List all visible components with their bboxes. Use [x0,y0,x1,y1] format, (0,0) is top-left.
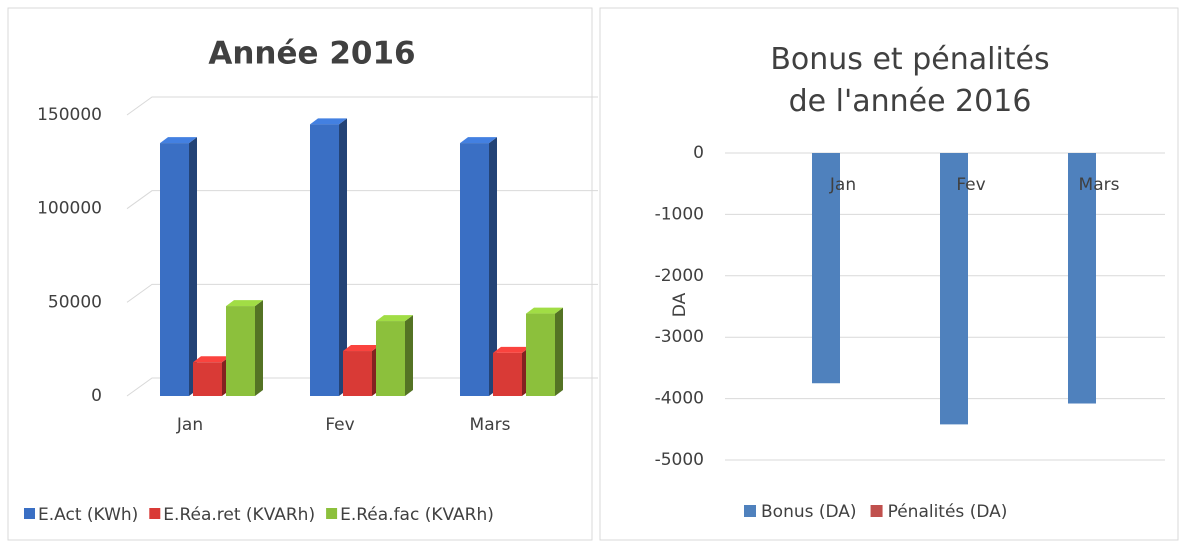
y-tick-label: -1000 [655,204,704,224]
grid-line [126,283,598,303]
grid-line [126,190,598,210]
bar-top [193,356,230,363]
bar-side [555,307,563,396]
legend-swatch [744,505,756,517]
x-tick-label: Jan [829,175,856,195]
bar [1068,153,1096,404]
legend-swatch [870,505,883,517]
bar-side [405,315,413,396]
bar-top [310,118,347,125]
legend-swatch [24,508,35,519]
bar [526,313,555,396]
legend-label: E.Act (KWh) [38,505,138,525]
bar [376,321,405,396]
bar-top [460,137,497,144]
bar-side [189,137,197,396]
bar [343,351,372,396]
bar [940,153,968,425]
chart-title: Année 2016 [208,36,415,72]
y-tick-label: -2000 [655,266,704,286]
bar [460,143,489,396]
y-tick-label: 0 [91,386,102,406]
legend-label: Pénalités (DA) [888,502,1008,522]
y-axis-label: DA [670,292,690,317]
x-tick-label: Mars [470,415,511,435]
legend-swatch [149,508,161,519]
y-tick-label: 150000 [37,105,102,125]
bar-top [160,137,197,144]
bar [310,124,339,396]
bar-top [493,346,530,353]
chart-frame [7,7,593,541]
legend-swatch [326,508,338,519]
bar [193,362,222,396]
chart-title: Bonus et pénalités de l'année 2016 [770,42,1049,119]
grid-line [126,96,598,116]
bar-top [526,307,563,314]
bar [226,306,255,396]
bar-side [489,137,497,396]
legend-label: E.Réa.ret (KVARh) [163,505,315,525]
x-tick-label: Fev [325,415,354,435]
y-tick-label: 50000 [48,292,102,312]
bar-side [339,118,347,396]
bar [160,143,189,396]
y-tick-label: -3000 [655,327,704,347]
x-tick-label: Jan [176,415,203,435]
bar [493,352,522,396]
bar-top [376,315,413,322]
y-tick-label: 100000 [37,199,102,219]
legend-label: E.Réa.fac (KVARh) [340,505,494,525]
bar-side [255,300,263,396]
bar-top [343,345,380,352]
legend-label: Bonus (DA) [761,502,857,522]
x-tick-label: Mars [1079,175,1120,195]
grid-line [126,377,598,397]
y-tick-label: -5000 [655,450,704,470]
bar [812,153,840,384]
y-tick-label: -4000 [655,389,704,409]
bar-top [226,300,263,307]
x-tick-label: Fev [956,175,985,195]
y-tick-label: 0 [693,143,704,163]
